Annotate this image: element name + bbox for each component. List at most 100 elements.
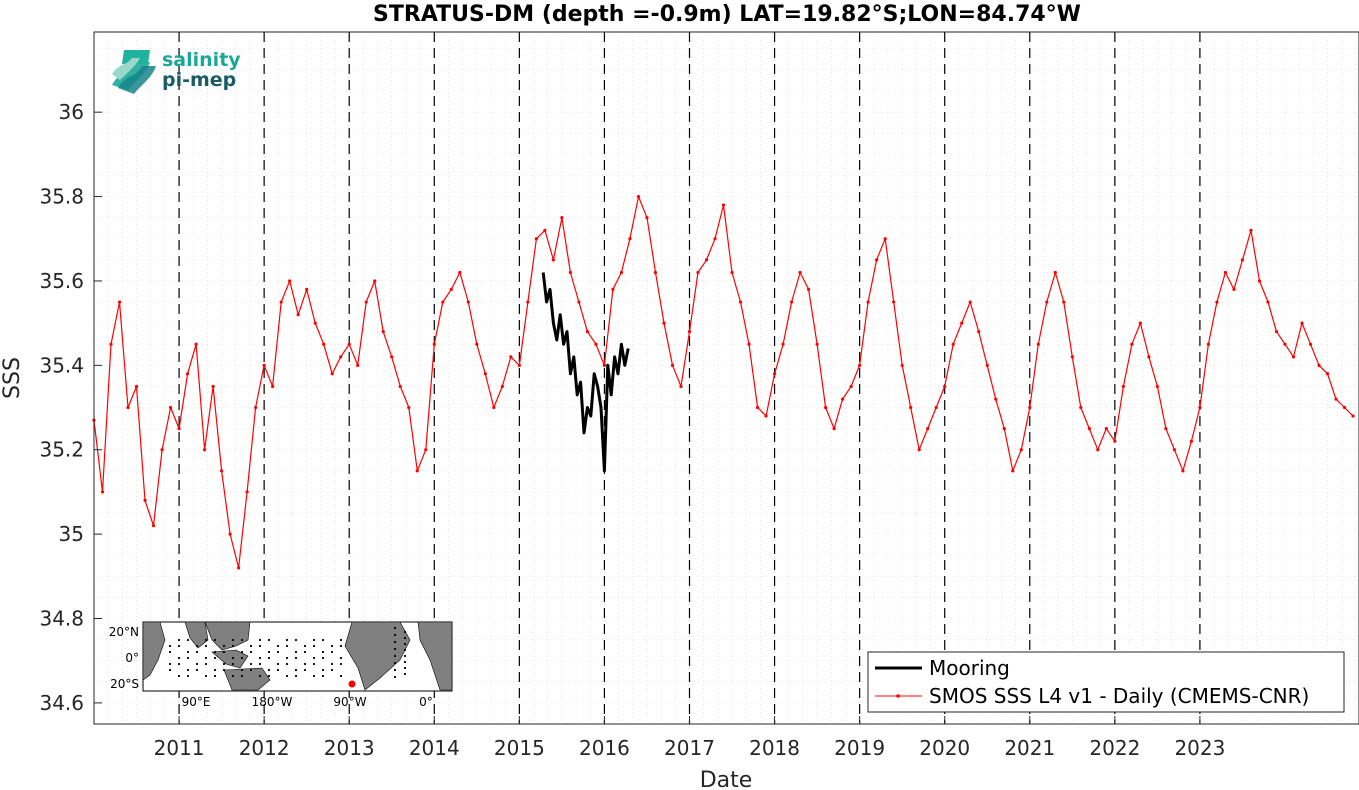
mooring-dot [222,668,226,672]
mooring-dot [339,662,343,666]
smos-data-point [509,355,513,359]
mooring-dot [204,644,208,648]
mooring-dot [213,656,217,660]
smos-data-point [1181,469,1185,473]
year-divider-lines [178,32,1201,724]
mooring-dot [393,626,397,630]
smos-data-point [875,258,879,262]
mooring-dot [330,662,334,666]
mooring-dot [240,668,244,672]
smos-data-point [168,405,173,410]
smos-data-point [1036,342,1040,346]
mooring-dot [339,644,343,648]
mooring-dot [213,674,217,678]
smos-data-point [832,427,836,431]
mooring-dot [276,644,280,648]
mooring-dot [249,650,253,654]
smos-data-point [1062,300,1066,304]
smos-data-point [449,287,453,291]
smos-data-point [815,342,819,346]
smos-data-point [288,279,292,283]
mooring-dot [321,650,325,654]
smos-data-point [117,300,122,304]
smos-data-point [696,270,700,275]
x-tick-label: 2016 [579,736,630,760]
smos-data-point [254,405,258,410]
mooring-dot [312,674,316,678]
mooring-dot [177,656,181,660]
smos-data-point [1087,427,1091,431]
smos-data-point [1164,427,1168,431]
smos-data-point [1206,342,1211,346]
smos-data-point [653,270,658,275]
smos-data-point [594,342,598,346]
smos-data-point [1147,355,1151,359]
smos-data-point [883,237,887,241]
smos-data-point [551,258,555,262]
land-shape [142,621,166,681]
x-tick-label: 2014 [409,736,460,760]
mooring-dot [258,638,262,642]
smos-data-point [415,469,419,473]
y-tick-label: 35 [59,522,84,546]
smos-data-point [1070,355,1074,359]
smos-data-point [917,448,921,452]
smos-data-point [194,342,198,346]
mooring-dot [195,644,199,648]
inset-map-mooring-dots [168,626,407,679]
legend-box [867,651,1345,713]
smos-data-point [1104,427,1108,431]
mooring-dot [330,644,334,648]
smos-data-point [798,270,802,275]
mooring-dot [303,644,307,648]
mooring-dot [312,662,316,666]
smos-data-point [568,270,572,275]
smos-data-point [398,384,402,389]
mooring-dot [321,656,325,660]
smos-data-point [951,342,955,346]
mooring-dot [393,633,397,637]
smos-data-point [1274,329,1279,334]
mooring-dot [231,644,235,648]
mooring-dot [222,662,226,666]
mooring-dot [249,668,253,672]
salinity-pi-mep-logo: salinity pi-mep [112,49,241,94]
mooring-dot [258,674,262,678]
smos-data-point [1317,363,1321,367]
smos-data-point [1291,355,1296,359]
mooring-dot [186,650,190,654]
smos-data-point [968,300,972,304]
mooring-dot [285,656,289,660]
mooring-dot [321,638,325,642]
mooring-dot [240,638,244,642]
mooring-dot [213,638,217,642]
smos-data-point [160,448,164,452]
smos-data-point [1028,405,1032,410]
mooring-dot [312,644,316,648]
map-lat-label-20s: 20°S [110,677,139,691]
smos-data-point [713,237,717,241]
mooring-dot [294,650,298,654]
land-shape [417,621,453,691]
x-tick-label: 2019 [834,736,885,760]
smos-data-point [151,524,156,528]
smos-data-point [500,384,504,389]
mooring-dot [403,630,407,634]
x-tick-label: 2015 [494,736,545,760]
smos-data-point [245,490,249,494]
smos-data-point [1121,384,1125,389]
mooring-dot [249,662,253,666]
mooring-dot [168,668,172,672]
y-tick-label: 35.8 [39,185,84,209]
smos-data-point [1155,384,1159,389]
mooring-dot [403,648,407,652]
smos-data-point [909,405,913,410]
smos-data-point [721,203,726,207]
smos-data-point [228,532,232,536]
smos-data-point [730,270,734,275]
smos-data-point [866,300,870,304]
smos-data-point [619,270,624,275]
smos-data-point [900,363,904,367]
smos-data-point [636,194,641,199]
smos-data-point [679,384,683,389]
